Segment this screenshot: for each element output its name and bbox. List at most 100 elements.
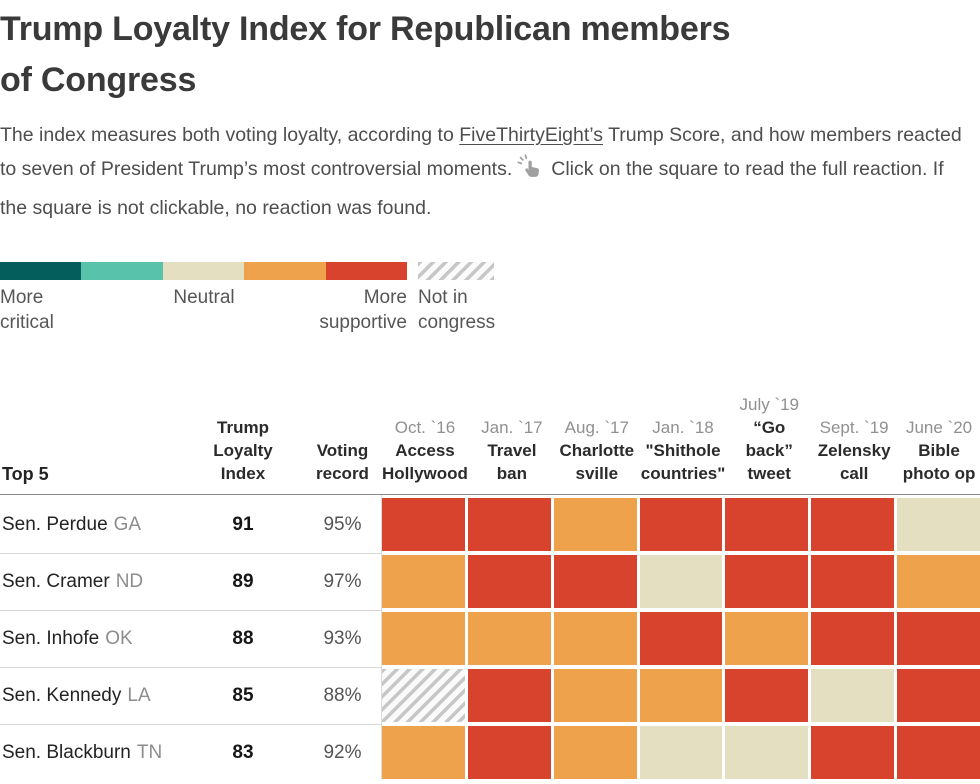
- loyalty-index-value: 83: [232, 741, 254, 763]
- legend-segment-critical: [81, 262, 163, 280]
- column-header-bible-photo-op: June `20 Bible photo op: [898, 416, 980, 494]
- reaction-cell[interactable]: [553, 555, 637, 608]
- voting-record-value: 93%: [323, 627, 362, 649]
- reaction-cell[interactable]: [725, 498, 809, 551]
- member-name-label: Sen. Cramer: [2, 570, 110, 592]
- loyalty-index-value: 91: [232, 513, 254, 535]
- column-header-charlottesville: Aug. `17 Charlotte sville: [556, 416, 638, 494]
- table-header-row: Top 5 Trump Loyalty Index Voting record …: [0, 390, 980, 495]
- legend-segment-neutral: [162, 262, 245, 280]
- reaction-cell[interactable]: [467, 669, 551, 722]
- event-name: Access Hollywood: [382, 441, 468, 483]
- intro-after-link: Trump Score, and how members reacted to …: [0, 124, 962, 180]
- table-body: Sen. Perdue GA 91 95% Sen. Cramer ND 89 97% Sen.…: [0, 495, 980, 779]
- reaction-cell[interactable]: [553, 726, 637, 779]
- event-name: “Go back” tweet: [745, 418, 793, 483]
- event-date: June `20: [905, 418, 973, 437]
- loyalty-index-value: 85: [232, 684, 254, 706]
- reaction-cell[interactable]: [811, 555, 895, 608]
- reaction-cell[interactable]: [897, 612, 980, 665]
- loyalty-index-value: 88: [232, 627, 254, 649]
- reaction-cell[interactable]: [897, 669, 980, 722]
- loyalty-index-value: 89: [232, 570, 254, 592]
- event-name: Bible photo op: [902, 441, 976, 483]
- table-row: Sen. Perdue GA 91 95%: [0, 498, 980, 554]
- reaction-cell[interactable]: [811, 498, 895, 551]
- voting-record-value: 97%: [323, 570, 362, 592]
- reaction-cell[interactable]: [553, 498, 637, 551]
- reaction-cell[interactable]: [639, 612, 723, 665]
- member-state: LA: [127, 684, 151, 706]
- reaction-cell[interactable]: [639, 669, 723, 722]
- legend-color-scale: [0, 262, 408, 280]
- reaction-cell[interactable]: [467, 498, 551, 551]
- reaction-cell[interactable]: [553, 669, 637, 722]
- column-header-loyalty-index: Trump Loyalty Index: [213, 418, 273, 483]
- event-date: July `19: [739, 395, 800, 414]
- reaction-cell[interactable]: [725, 612, 809, 665]
- member-name-label: Sen. Inhofe: [2, 627, 100, 649]
- legend-segment-most-supportive: [325, 262, 408, 280]
- reaction-cell[interactable]: [382, 498, 465, 551]
- reaction-cell[interactable]: [811, 612, 895, 665]
- member-name-label: Sen. Blackburn: [2, 741, 131, 763]
- reaction-cell[interactable]: [553, 612, 637, 665]
- reaction-cell[interactable]: [467, 612, 551, 665]
- reaction-cell[interactable]: [639, 555, 723, 608]
- column-header-access-hollywood: Oct. `16 Access Hollywood: [382, 416, 468, 494]
- member-name-label: Sen. Perdue: [2, 513, 108, 535]
- reaction-cell[interactable]: [639, 726, 723, 779]
- intro-after-icon: Click on the square to read the full rea…: [0, 157, 944, 220]
- member-name: Sen. Cramer ND: [0, 555, 180, 608]
- reaction-cell[interactable]: [467, 555, 551, 608]
- reaction-cell[interactable]: [382, 612, 465, 665]
- column-header-top5: Top 5: [2, 464, 49, 484]
- event-date: Sept. `19: [819, 418, 889, 437]
- column-header-zelensky-call: Sept. `19 Zelensky call: [813, 416, 895, 494]
- reaction-cell[interactable]: [897, 498, 980, 551]
- voting-record-value: 88%: [323, 684, 362, 706]
- legend-segment-supportive: [244, 262, 326, 280]
- event-date: Oct. `16: [394, 418, 456, 437]
- member-name-label: Sen. Kennedy: [2, 684, 122, 706]
- event-name: "Shithole countries": [640, 441, 726, 483]
- member-name: Sen. Blackburn TN: [0, 726, 180, 779]
- column-header-voting-record: Voting record: [316, 441, 369, 483]
- member-state: OK: [105, 627, 133, 649]
- intro-text: The index measures both voting loyalty, …: [0, 119, 976, 226]
- fivethirtyeight-link[interactable]: FiveThirtyEight’s: [459, 124, 603, 146]
- member-state: ND: [115, 570, 144, 592]
- tap-click-icon: [517, 153, 544, 193]
- reaction-cell[interactable]: [725, 726, 809, 779]
- reaction-cell[interactable]: [382, 555, 465, 608]
- reaction-cell[interactable]: [467, 726, 551, 779]
- column-header-shithole-countries: Jan. `18 "Shithole countries": [641, 416, 726, 494]
- reaction-cell[interactable]: [725, 555, 809, 608]
- loyalty-table: Top 5 Trump Loyalty Index Voting record …: [0, 390, 980, 783]
- column-header-go-back-tweet: July `19 “Go back” tweet: [728, 393, 810, 494]
- legend: More critical Neutral More supportive No…: [0, 262, 980, 352]
- intro-before-link: The index measures both voting loyalty, …: [0, 124, 460, 146]
- voting-record-value: 92%: [323, 741, 362, 763]
- legend-label-more-critical: More critical: [0, 287, 54, 333]
- member-name: Sen. Kennedy LA: [0, 669, 180, 722]
- event-date: Aug. `17: [564, 418, 629, 437]
- reaction-cell[interactable]: [811, 669, 895, 722]
- legend-not-in-congress-swatch: [418, 262, 494, 280]
- reaction-cell[interactable]: [725, 669, 809, 722]
- voting-record-value: 95%: [323, 513, 362, 535]
- event-name: Charlotte sville: [559, 441, 635, 483]
- reaction-cell[interactable]: [639, 498, 723, 551]
- event-name: Travel ban: [487, 441, 537, 483]
- member-state: TN: [136, 741, 163, 763]
- member-name: Sen. Perdue GA: [0, 498, 180, 551]
- table-row: Sen. Cramer ND 89 97%: [0, 555, 980, 611]
- table-row: Sen. Inhofe OK 88 93%: [0, 612, 980, 668]
- reaction-cell[interactable]: [811, 726, 895, 779]
- member-name: Sen. Inhofe OK: [0, 612, 180, 665]
- page-title: Trump Loyalty Index for Republican membe…: [0, 10, 731, 99]
- reaction-cell[interactable]: [897, 555, 980, 608]
- reaction-cell[interactable]: [897, 726, 980, 779]
- reaction-cell[interactable]: [382, 726, 465, 779]
